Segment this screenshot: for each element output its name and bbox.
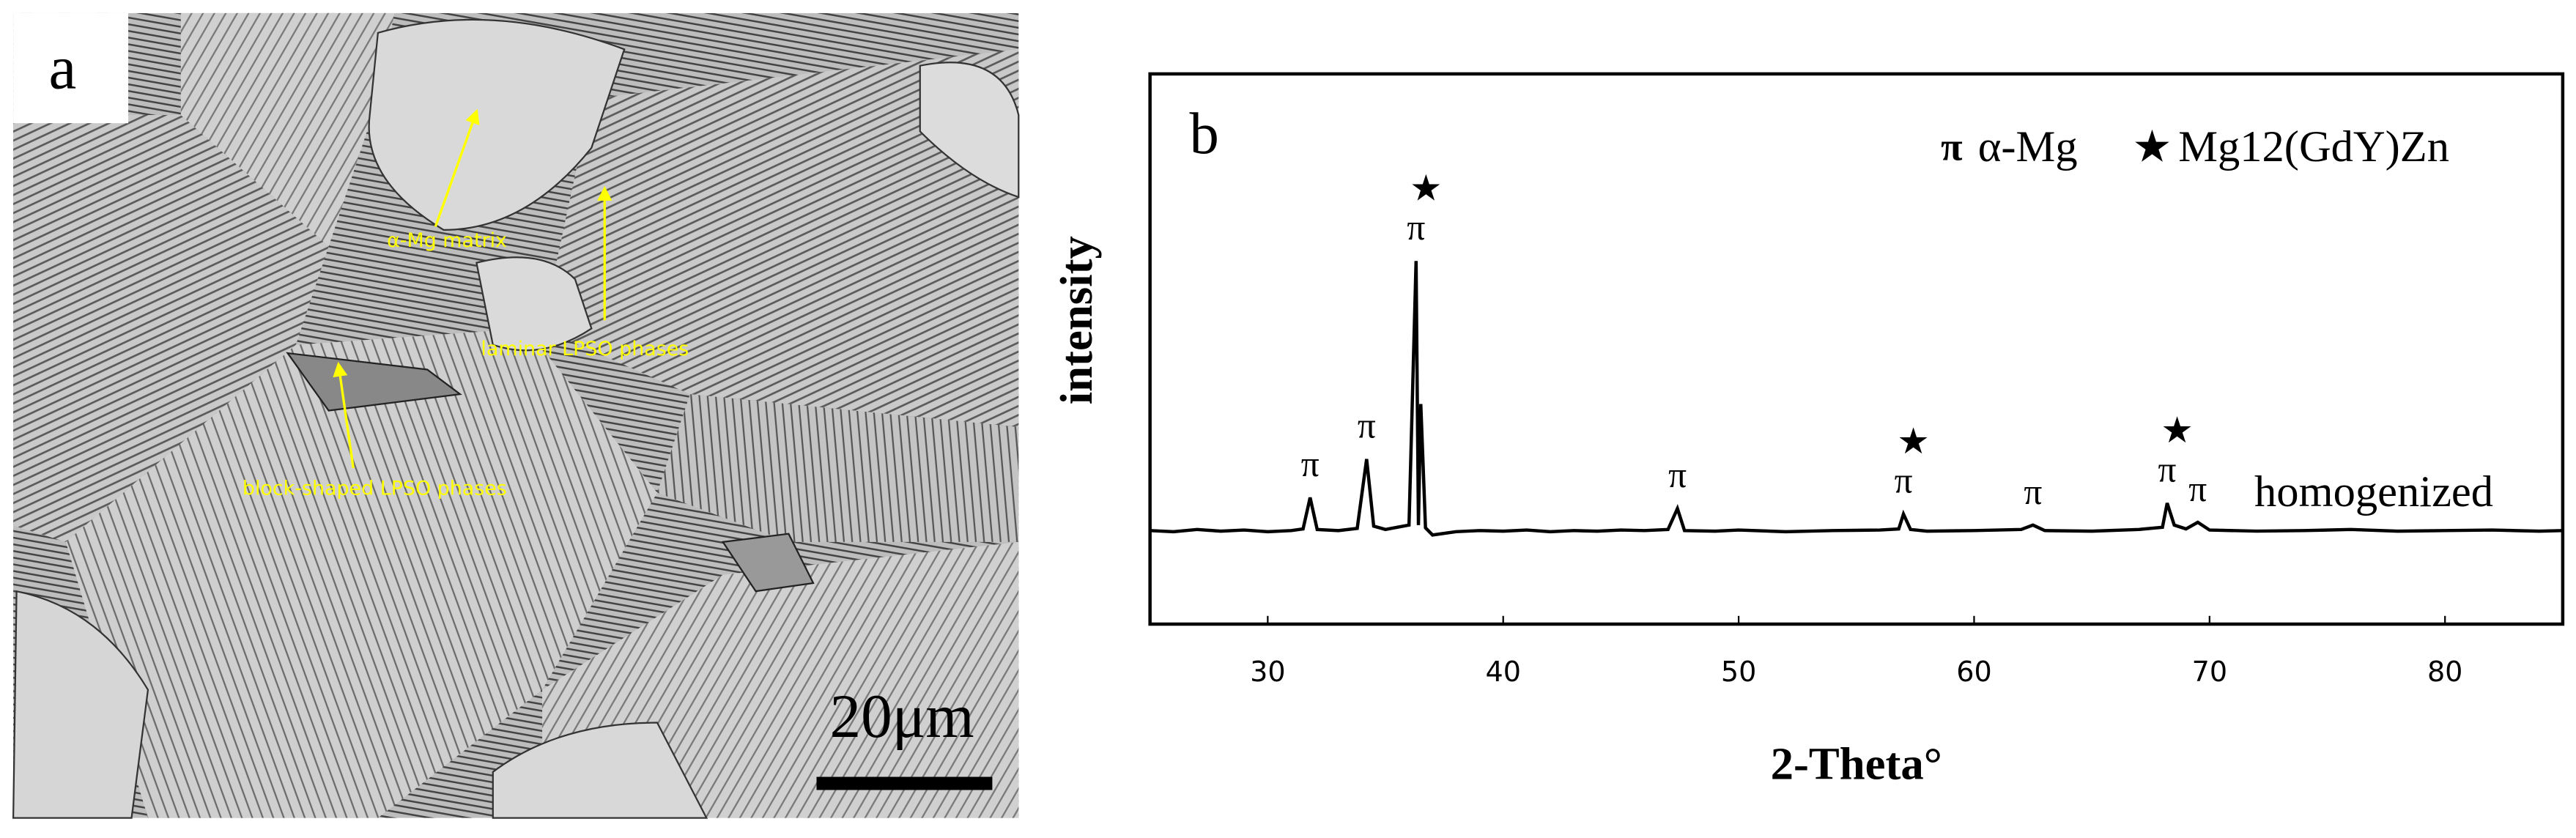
matrix-grain [492,722,708,819]
micrograph: a α-Mg matrix laminar LPSO phases block-… [12,12,1020,819]
x-tick-label: 80 [2427,656,2463,688]
arrow [434,108,480,227]
x-tick-label: 40 [1485,656,1520,688]
lpso-block [286,352,462,412]
matrix-grain [12,590,149,819]
legend-text: α-Mg [1978,122,2078,171]
peak-marker: π [2158,450,2177,490]
peak-marker: π [1301,444,1320,484]
series-label: homogenized [2254,467,2493,516]
scale-bar [816,776,993,790]
peak-marker: ★ [2161,410,2193,450]
matrix-grain [368,18,626,231]
y-axis-label: intensity [1051,236,1102,404]
scale-label: 20μm [830,682,974,751]
annotation: laminar LPSO phases [481,338,689,360]
peak-marker: π [1668,455,1687,495]
grain [657,394,1019,542]
peak-marker: ★ [1410,168,1442,208]
grain [542,49,1019,427]
peak-marker: π [1895,461,1913,501]
line [1150,261,2563,537]
xrd-chart: b 2-Theta° intensity 30 40 50 60 70 80 homogen… [1051,72,2565,790]
grain [180,12,395,247]
peak-marker: π [2188,469,2207,509]
panel-label: a [48,33,76,102]
x-tick-label: 70 [2192,656,2228,688]
x-tick-label: 60 [1956,656,1991,688]
x-axis-label: 2-Theta° [1771,738,1942,790]
matrix-grain [919,62,1020,199]
panel-label: b [1189,101,1218,166]
x-tick-label: 50 [1721,656,1757,688]
peak-marker: ★ [1897,421,1929,461]
label-box [13,12,129,124]
peak-marker: π [2024,472,2042,512]
annotation: block-shaped LPSO phases [243,478,507,500]
peak-marker: π [1407,207,1425,248]
legend-symbol: ★ [2134,125,2169,169]
grain [13,114,329,542]
matrix-grain [475,256,593,352]
lpso-block [721,533,815,593]
arrow [333,361,355,469]
x-tick-label: 30 [1250,656,1286,688]
plot-frame [1148,72,2565,626]
grain [65,328,658,818]
legend-text: Mg12(GdY)Zn [2178,122,2449,171]
peak-marker: π [1358,406,1376,446]
legend-symbol: π [1941,125,1962,169]
annotation: α-Mg matrix [387,229,507,252]
